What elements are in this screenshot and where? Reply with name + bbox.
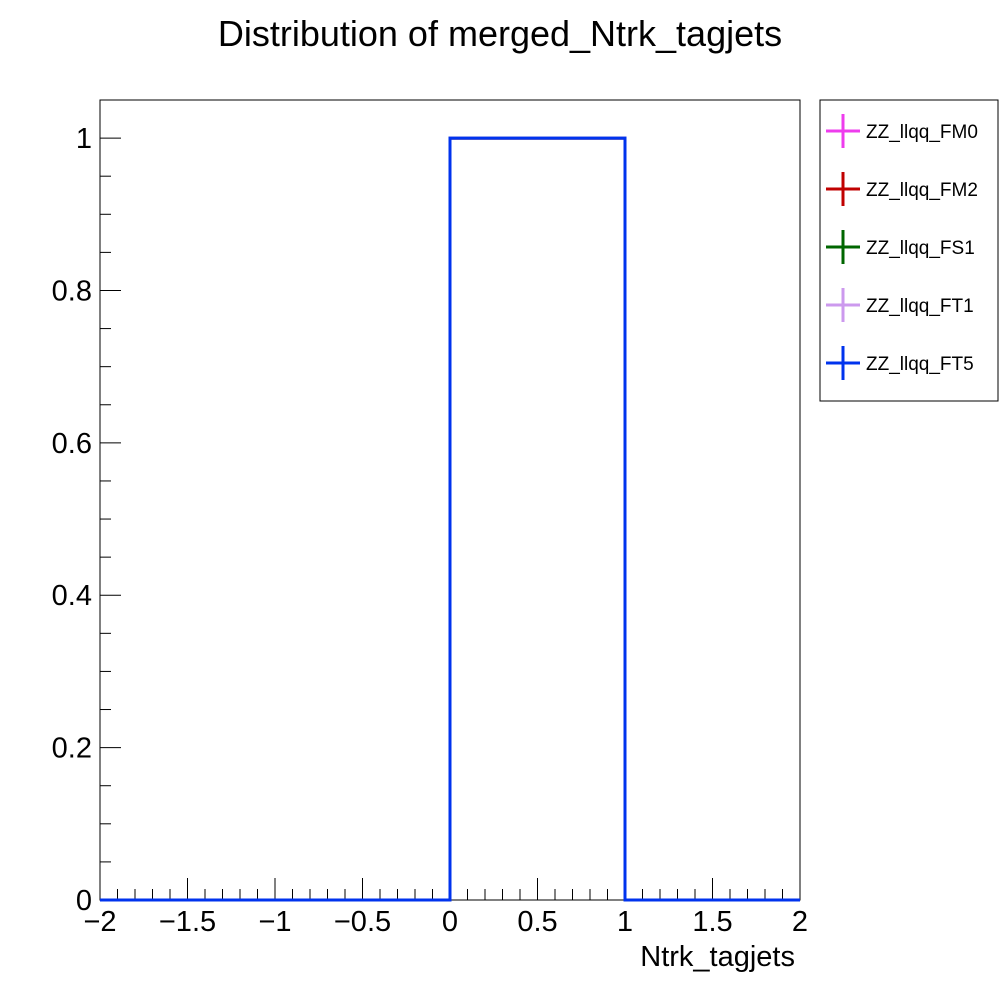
legend-box bbox=[819, 99, 999, 402]
x-tick-label: 0.5 bbox=[517, 906, 557, 938]
y-tick-label: 0.6 bbox=[52, 428, 92, 460]
legend-label: ZZ_llqq_FM0 bbox=[866, 122, 978, 143]
legend-label: ZZ_llqq_FS1 bbox=[866, 238, 975, 259]
legend: ZZ_llqq_FM0 ZZ_llqq_FM2 ZZ_llqq_FS1 ZZ_llqq… bbox=[819, 99, 999, 402]
legend-label: ZZ_llqq_FT5 bbox=[866, 354, 974, 375]
legend-label: ZZ_llqq_FT1 bbox=[866, 296, 974, 317]
x-tick-label: 1 bbox=[617, 906, 633, 938]
y-tick-label: 0 bbox=[76, 885, 92, 917]
y-tick-label: 0.2 bbox=[52, 733, 92, 765]
y-axis: 0 0.2 0.4 0.6 0.8 1 bbox=[52, 99, 121, 917]
legend-label: ZZ_llqq_FM2 bbox=[866, 180, 978, 201]
x-tick-label: −1 bbox=[258, 906, 291, 938]
x-axis-label: Ntrk_tagjets bbox=[640, 941, 795, 973]
x-tick-label: −2 bbox=[83, 906, 116, 938]
y-tick-label: 0.8 bbox=[52, 275, 92, 307]
y-tick-label: 1 bbox=[76, 123, 92, 155]
series-layer bbox=[100, 136, 800, 902]
y-tick-label: 0.4 bbox=[52, 580, 92, 612]
x-tick-label: −0.5 bbox=[334, 906, 391, 938]
x-tick-label: −1.5 bbox=[159, 906, 216, 938]
x-tick-label: 1.5 bbox=[692, 906, 732, 938]
x-tick-label: 0 bbox=[442, 906, 458, 938]
x-axis: −2 −1.5 −1 −0.5 0 0.5 1 1.5 2 bbox=[83, 878, 808, 938]
series-line-ZZ_llqq_FT5 bbox=[100, 136, 800, 902]
x-tick-label: 2 bbox=[792, 906, 808, 938]
chart-title: Distribution of merged_Ntrk_tagjets bbox=[218, 13, 782, 54]
